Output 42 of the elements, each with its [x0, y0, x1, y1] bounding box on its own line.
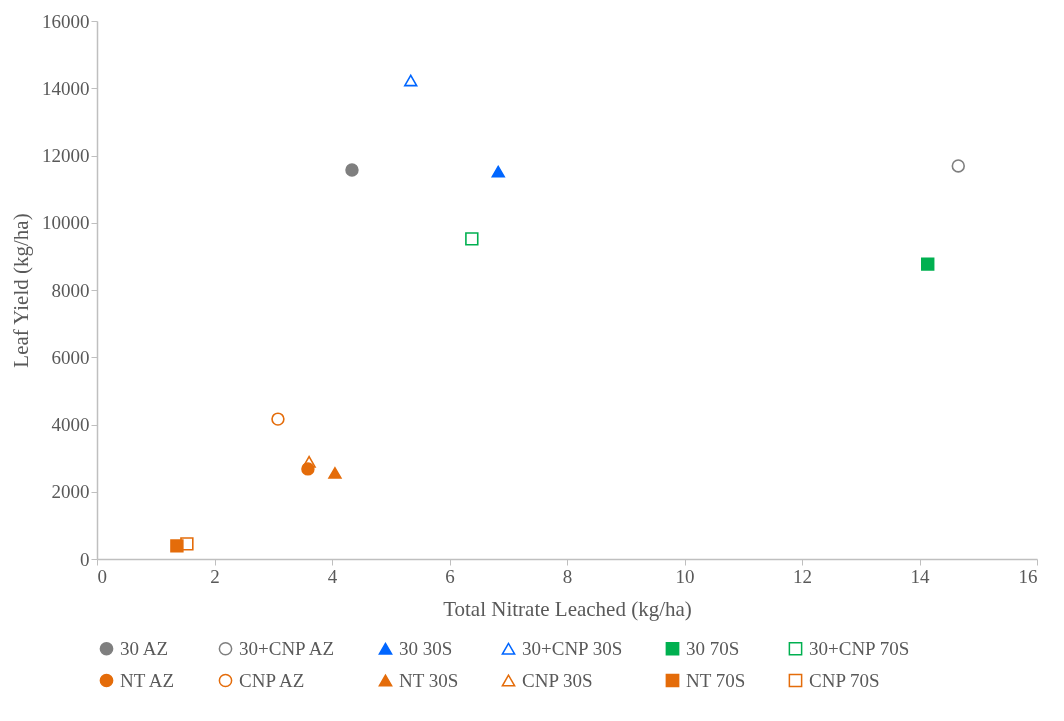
point	[328, 467, 342, 479]
x-tick-label: 2	[210, 565, 220, 587]
legend-label: 30 70S	[686, 637, 740, 659]
x-tick-label: 10	[675, 565, 695, 587]
legend-label: 30 AZ	[120, 637, 169, 659]
point	[491, 165, 505, 178]
y-tick-label: 0	[80, 548, 90, 570]
legend-label: 30+CNP 70S	[809, 637, 910, 659]
y-axis-title: Leaf Yield (kg/ha)	[9, 213, 33, 368]
legend-label: NT 30S	[399, 669, 459, 691]
x-tick-label: 0	[97, 565, 107, 587]
legend-label: 30 30S	[399, 637, 453, 659]
point	[302, 455, 316, 468]
y-tick-label: 14000	[42, 77, 90, 99]
legend-label: 30+CNP 30S	[522, 637, 623, 659]
point	[404, 74, 418, 87]
point	[345, 163, 359, 177]
x-tick-label: 14	[910, 565, 930, 587]
legend-label: NT 70S	[686, 669, 746, 691]
point	[921, 257, 935, 271]
legend-label: CNP 70S	[809, 669, 880, 691]
x-tick-label: 4	[327, 565, 338, 587]
y-tick-label: 4000	[51, 414, 90, 435]
y-tick-label: 16000	[42, 10, 90, 32]
legend-label: CNP 30S	[522, 669, 593, 691]
y-tick-label: 6000	[51, 346, 90, 368]
x-tick-label: 12	[793, 565, 812, 587]
point	[180, 537, 194, 551]
point	[951, 159, 965, 173]
legend-label: 30+CNP AZ	[239, 637, 334, 659]
point	[271, 412, 285, 426]
y-tick-label: 12000	[42, 145, 90, 166]
point	[465, 232, 479, 246]
y-tick-label: 10000	[42, 212, 90, 234]
x-tick-label: 6	[445, 565, 455, 587]
legend-label: CNP AZ	[239, 669, 305, 691]
legend-label: NT AZ	[120, 669, 175, 691]
x-axis-title: Total Nitrate Leached (kg/ha)	[443, 596, 692, 621]
x-tick-label: 16	[1018, 565, 1038, 587]
y-tick-label: 2000	[51, 481, 90, 503]
y-tick-label: 8000	[51, 279, 90, 301]
x-tick-label: 8	[562, 565, 573, 587]
